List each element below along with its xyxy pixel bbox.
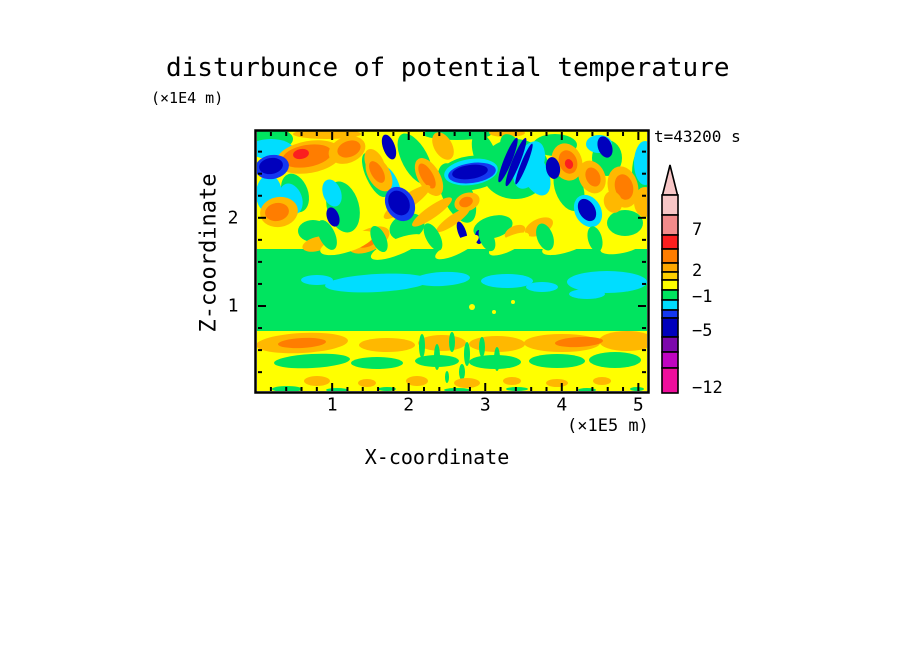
colorbar-arrow-icon (661, 164, 679, 196)
colorbar-tick-label: −1 (692, 287, 713, 307)
y-axis-label: Z-coordinate (196, 173, 222, 333)
x-tick-label: 4 (556, 394, 568, 416)
time-label: t=43200 s (654, 127, 741, 146)
colorbar-tick-label: −5 (692, 321, 713, 341)
x-tick-label: 5 (632, 394, 644, 416)
y-tick-label: 1 (227, 295, 239, 317)
colorbar-tick-label: −12 (692, 378, 723, 398)
colorbar (661, 164, 679, 394)
axis-ticks (258, 132, 646, 391)
x-axis-unit-label: (×1E5 m) (567, 416, 649, 436)
x-tick-label: 2 (403, 394, 415, 416)
y-axis-unit-label: (×1E4 m) (151, 89, 224, 107)
x-axis-label: X-coordinate (364, 445, 510, 469)
plot-frame (254, 129, 650, 394)
y-tick-label: 2 (227, 207, 239, 229)
colorbar-tick-label: 7 (692, 220, 703, 240)
page-title: disturbunce of potential temperature (166, 53, 730, 83)
colorbar-tick-label: 2 (692, 261, 703, 281)
x-tick-label: 1 (326, 394, 338, 416)
contour-field (257, 131, 647, 391)
x-tick-label: 3 (479, 394, 491, 416)
